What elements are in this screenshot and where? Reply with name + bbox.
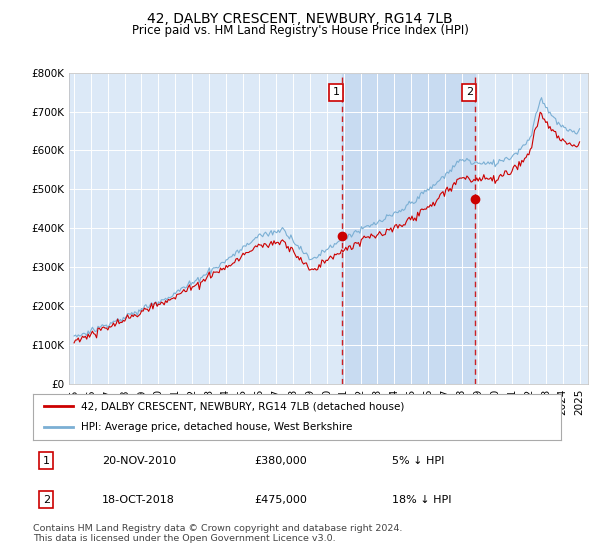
Text: 1: 1 xyxy=(332,87,340,97)
Text: 2: 2 xyxy=(43,495,50,505)
Text: £380,000: £380,000 xyxy=(255,456,308,465)
Text: 18% ↓ HPI: 18% ↓ HPI xyxy=(392,495,452,505)
Bar xyxy=(342,73,475,384)
Text: 42, DALBY CRESCENT, NEWBURY, RG14 7LB (detached house): 42, DALBY CRESCENT, NEWBURY, RG14 7LB (d… xyxy=(80,401,404,411)
Text: HPI: Average price, detached house, West Berkshire: HPI: Average price, detached house, West… xyxy=(80,422,352,432)
Text: 20-NOV-2010: 20-NOV-2010 xyxy=(101,456,176,465)
Text: 1: 1 xyxy=(43,456,50,465)
Text: 18-OCT-2018: 18-OCT-2018 xyxy=(101,495,175,505)
Text: Price paid vs. HM Land Registry's House Price Index (HPI): Price paid vs. HM Land Registry's House … xyxy=(131,24,469,37)
Text: 5% ↓ HPI: 5% ↓ HPI xyxy=(392,456,445,465)
Text: £475,000: £475,000 xyxy=(255,495,308,505)
Text: Contains HM Land Registry data © Crown copyright and database right 2024.
This d: Contains HM Land Registry data © Crown c… xyxy=(33,524,403,543)
Text: 2: 2 xyxy=(466,87,473,97)
Text: 42, DALBY CRESCENT, NEWBURY, RG14 7LB: 42, DALBY CRESCENT, NEWBURY, RG14 7LB xyxy=(147,12,453,26)
